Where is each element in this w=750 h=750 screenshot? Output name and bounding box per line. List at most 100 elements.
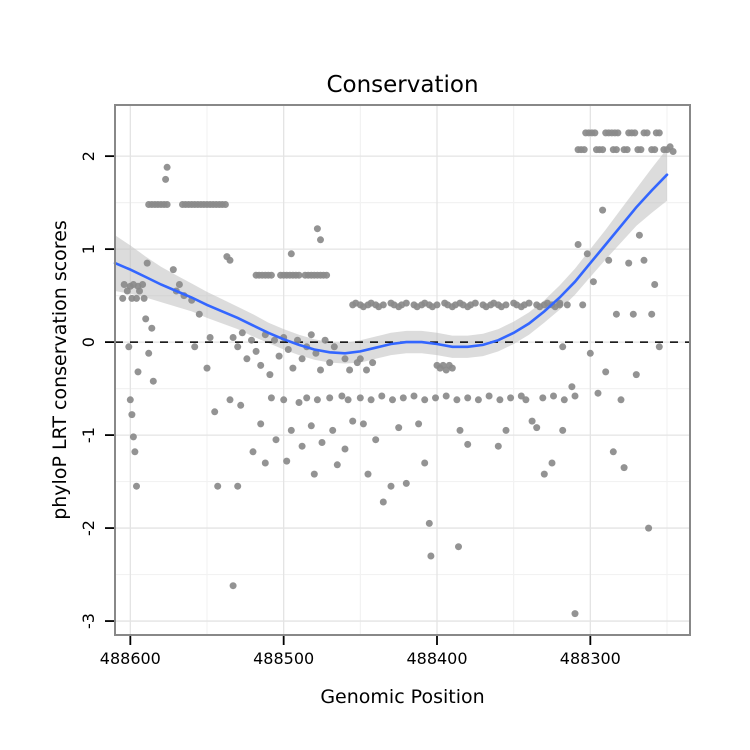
y-tick-label: 0 <box>79 337 98 347</box>
data-point <box>280 396 288 404</box>
x-tick-label: 488500 <box>253 649 314 668</box>
data-point <box>338 392 346 400</box>
data-point <box>229 334 237 341</box>
data-point <box>369 359 377 367</box>
data-point <box>432 394 439 402</box>
data-point <box>287 250 295 258</box>
data-point <box>651 281 659 288</box>
data-point <box>257 420 265 428</box>
data-point <box>243 355 251 363</box>
data-point <box>140 294 148 302</box>
y-tick-label: 1 <box>79 244 98 254</box>
data-point <box>317 236 324 244</box>
data-point <box>599 146 607 154</box>
data-point <box>471 299 479 307</box>
y-tick-label: -3 <box>79 613 98 629</box>
data-point <box>399 394 407 402</box>
data-point <box>591 129 599 137</box>
x-tick-label: 488300 <box>560 649 621 668</box>
data-point <box>502 301 510 309</box>
data-point <box>139 281 147 288</box>
data-point <box>234 343 242 351</box>
data-point <box>602 368 610 376</box>
data-point <box>295 271 303 279</box>
data-point <box>609 448 617 456</box>
data-point <box>612 146 620 154</box>
data-point <box>284 346 292 353</box>
x-tick-label: 488600 <box>100 649 161 668</box>
data-point <box>125 343 133 351</box>
data-point <box>294 336 301 344</box>
data-point <box>579 301 587 309</box>
data-point <box>517 392 525 400</box>
data-point <box>356 394 364 402</box>
data-point <box>548 459 556 467</box>
data-point <box>149 377 157 385</box>
data-point <box>433 301 441 309</box>
data-point <box>257 361 265 369</box>
data-point <box>378 392 386 400</box>
data-point <box>226 256 234 264</box>
data-point <box>571 610 579 618</box>
data-point <box>341 445 349 453</box>
data-point <box>119 294 127 302</box>
data-point <box>283 457 291 465</box>
data-point <box>313 396 321 404</box>
data-point <box>643 129 651 137</box>
data-point <box>640 256 648 264</box>
data-point <box>563 301 571 309</box>
data-point <box>252 347 260 355</box>
data-point <box>330 343 338 351</box>
data-point <box>637 146 645 154</box>
data-point <box>363 366 370 374</box>
data-point <box>134 368 142 376</box>
data-point <box>133 482 140 490</box>
data-point <box>464 394 472 402</box>
data-point <box>539 394 547 402</box>
data-point <box>586 349 594 357</box>
data-point <box>326 359 334 367</box>
data-point <box>307 331 315 339</box>
data-point <box>323 271 331 279</box>
plot-panel <box>115 105 690 635</box>
data-point <box>625 259 633 267</box>
data-point <box>402 299 410 307</box>
data-point <box>271 336 278 344</box>
data-point <box>195 310 203 318</box>
data-point <box>133 294 140 302</box>
panel-border <box>114 104 691 636</box>
data-point <box>248 336 255 344</box>
data-point <box>275 352 283 360</box>
chart-title: Conservation <box>326 72 479 98</box>
data-point <box>175 281 183 288</box>
data-point <box>191 343 199 351</box>
data-point <box>455 543 462 551</box>
data-point <box>238 329 246 337</box>
data-point <box>321 336 329 344</box>
data-point <box>364 470 372 478</box>
data-point <box>142 315 150 323</box>
data-point <box>655 129 663 137</box>
data-point <box>267 271 275 279</box>
data-point <box>349 417 357 425</box>
data-point <box>559 426 567 434</box>
data-point <box>583 250 591 258</box>
data-point <box>148 324 156 332</box>
data-point <box>448 364 456 372</box>
data-point <box>550 392 557 400</box>
data-point <box>295 399 303 406</box>
data-point <box>568 383 576 391</box>
data-point <box>329 426 337 434</box>
data-point <box>143 259 151 267</box>
data-point <box>525 299 533 307</box>
data-point <box>289 364 297 372</box>
data-point <box>421 396 429 404</box>
data-point <box>540 470 548 478</box>
smooth-trend-line <box>113 173 669 355</box>
data-point <box>169 266 177 274</box>
data-point <box>614 129 622 137</box>
data-point <box>421 459 429 467</box>
data-point <box>266 371 274 379</box>
data-point <box>367 396 375 404</box>
data-point <box>317 366 324 374</box>
